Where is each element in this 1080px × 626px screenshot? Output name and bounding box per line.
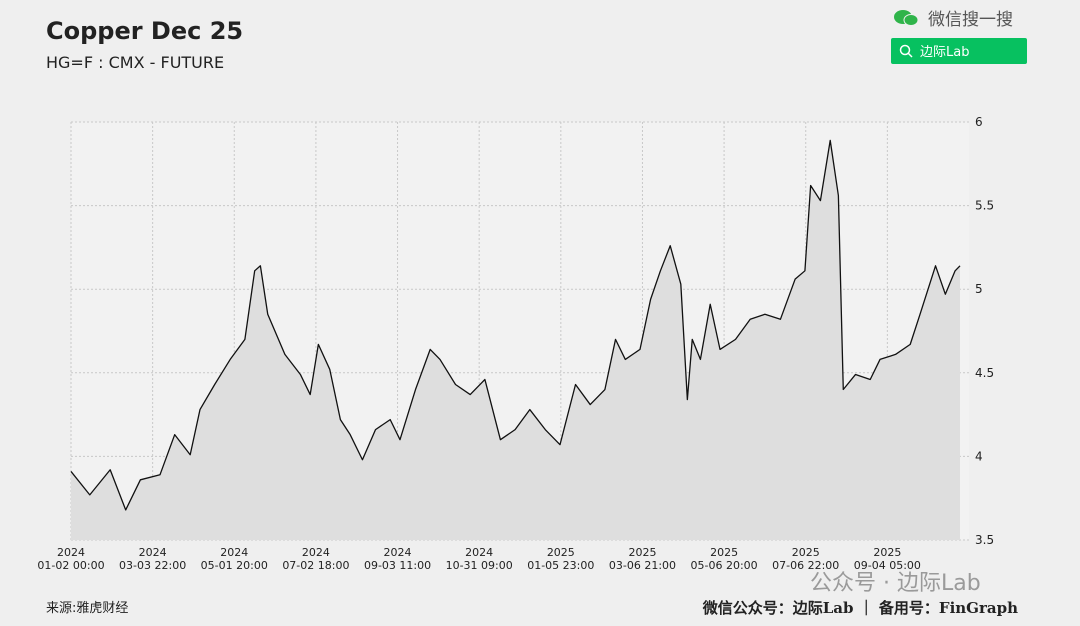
search-icon-handle [907, 52, 913, 58]
x-tick-label: 2025 09-04 05:00 [854, 546, 921, 572]
y-tick-label: 5.5 [975, 199, 994, 213]
x-tick-label: 2025 05-06 20:00 [691, 546, 758, 572]
y-tick-label: 4.5 [975, 366, 994, 380]
x-tick-label: 2025 03-06 21:00 [609, 546, 676, 572]
price-line [70, 139, 961, 511]
search-brand: 微信搜一搜 [928, 10, 1013, 30]
plot-area: 3.5 4 4.5 5 5.5 6 2024 01-02 00:00 2024 03-03 22:… [37, 115, 994, 572]
x-tick-label: 2024 07-02 18:00 [282, 546, 349, 572]
watermark: 公众号 · 边际Lab [810, 571, 981, 596]
x-tick-label: 2025 01-05 23:00 [527, 546, 594, 572]
search-icon [899, 44, 911, 56]
chart-subtitle: HG=F : CMX - FUTURE [46, 53, 224, 72]
x-tick-label: 2025 07-06 22:00 [772, 546, 839, 572]
search-button-label: 边际Lab [920, 45, 969, 60]
y-tick-label: 4 [975, 449, 983, 463]
search-button[interactable] [891, 38, 1027, 64]
x-tick-label: 2024 01-02 00:00 [37, 546, 104, 572]
x-tick-label: 2024 05-01 20:00 [201, 546, 268, 572]
y-tick-label: 6 [975, 115, 983, 129]
y-tick-label: 3.5 [975, 533, 994, 547]
wechat-icon [894, 10, 919, 26]
x-tick-label: 2024 03-03 22:00 [119, 546, 186, 572]
area-fill [71, 140, 961, 540]
source: 来源:雅虎财经 [46, 601, 128, 616]
y-tick-label: 5 [975, 282, 983, 296]
x-tick-label: 2024 09-03 11:00 [364, 546, 431, 572]
chart-title: Copper Dec 25 [46, 17, 243, 45]
footer: 微信公众号：边际Lab ｜ 备用号：FinGraph [702, 599, 1018, 617]
x-tick-label: 2024 10-31 09:00 [446, 546, 513, 572]
